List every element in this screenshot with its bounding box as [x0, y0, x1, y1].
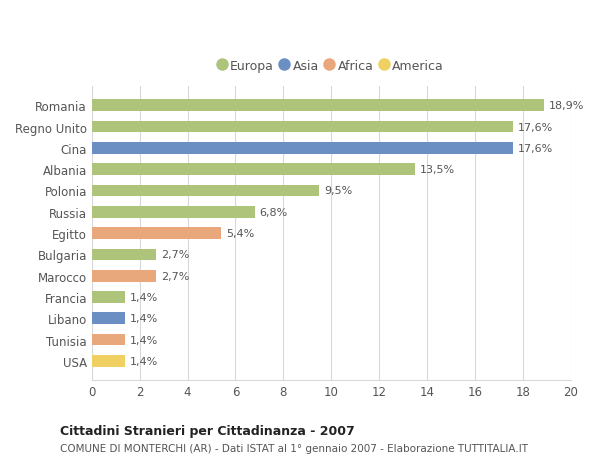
- Text: 9,5%: 9,5%: [324, 186, 352, 196]
- Text: 17,6%: 17,6%: [518, 144, 553, 153]
- Text: 2,7%: 2,7%: [161, 271, 190, 281]
- Bar: [92, 355, 125, 367]
- Bar: [92, 249, 157, 261]
- Bar: [92, 100, 544, 112]
- Text: 1,4%: 1,4%: [130, 335, 158, 345]
- Text: 1,4%: 1,4%: [130, 313, 158, 324]
- Bar: [92, 207, 254, 218]
- Text: 13,5%: 13,5%: [420, 165, 455, 175]
- Bar: [92, 122, 513, 133]
- Text: 1,4%: 1,4%: [130, 356, 158, 366]
- Bar: [92, 313, 125, 325]
- Text: 6,8%: 6,8%: [259, 207, 287, 217]
- Bar: [92, 270, 157, 282]
- Legend: Europa, Asia, Africa, America: Europa, Asia, Africa, America: [214, 55, 449, 78]
- Text: 18,9%: 18,9%: [549, 101, 584, 111]
- Text: COMUNE DI MONTERCHI (AR) - Dati ISTAT al 1° gennaio 2007 - Elaborazione TUTTITAL: COMUNE DI MONTERCHI (AR) - Dati ISTAT al…: [60, 443, 528, 453]
- Bar: [92, 164, 415, 176]
- Bar: [92, 143, 513, 154]
- Bar: [92, 228, 221, 240]
- Text: Cittadini Stranieri per Cittadinanza - 2007: Cittadini Stranieri per Cittadinanza - 2…: [60, 424, 355, 437]
- Text: 17,6%: 17,6%: [518, 122, 553, 132]
- Text: 2,7%: 2,7%: [161, 250, 190, 260]
- Bar: [92, 334, 125, 346]
- Bar: [92, 291, 125, 303]
- Text: 5,4%: 5,4%: [226, 229, 254, 239]
- Bar: [92, 185, 319, 197]
- Text: 1,4%: 1,4%: [130, 292, 158, 302]
